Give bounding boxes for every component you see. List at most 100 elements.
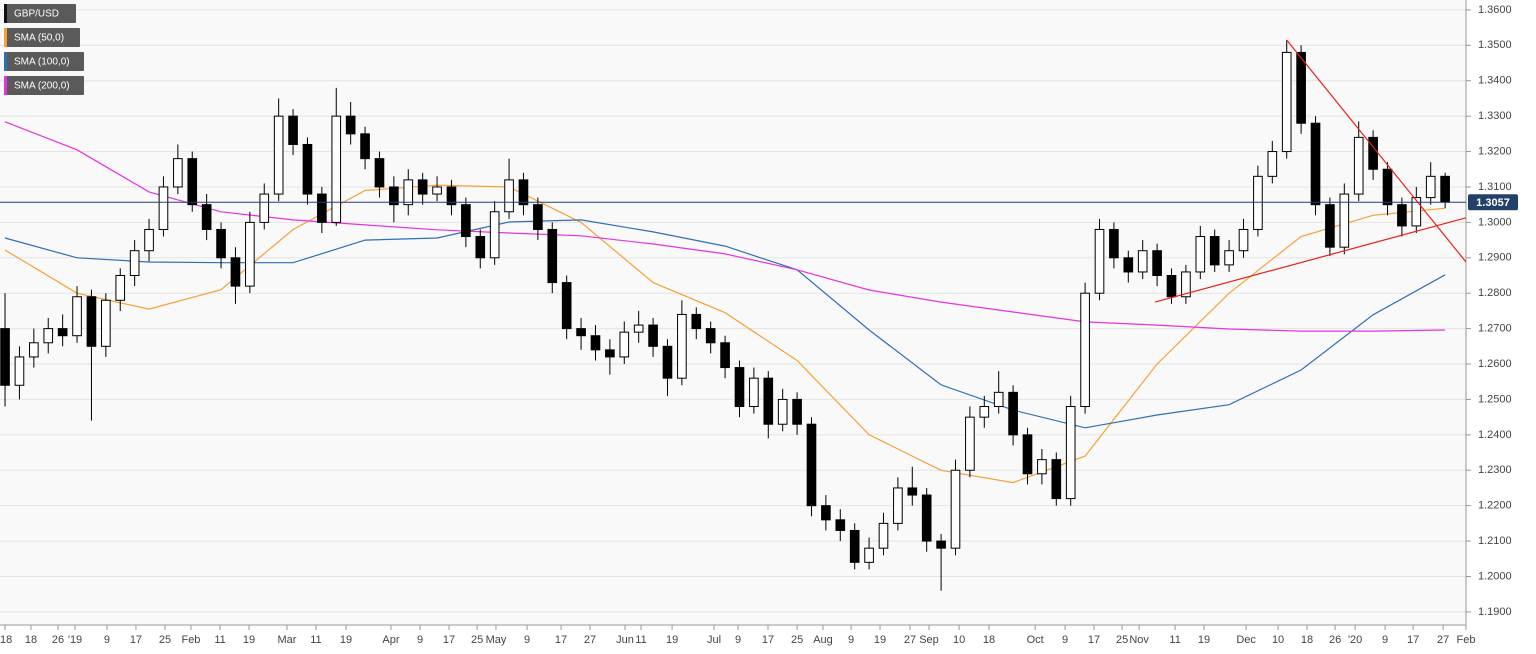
candle-body bbox=[14, 356, 25, 386]
x-tick-label: 17 bbox=[443, 634, 455, 646]
candle-body bbox=[1281, 51, 1292, 153]
legend-swatch bbox=[4, 28, 7, 47]
candle-body bbox=[288, 115, 298, 145]
x-tick-label: 25 bbox=[471, 634, 483, 646]
candle-body bbox=[317, 193, 327, 223]
candle-body bbox=[1440, 175, 1450, 203]
candle-body bbox=[561, 282, 572, 330]
candle-body bbox=[633, 324, 644, 333]
x-tick-label: 19 bbox=[243, 634, 255, 646]
candle-body bbox=[792, 398, 802, 425]
legend-swatch bbox=[4, 52, 7, 71]
x-tick-label: Sep bbox=[919, 634, 939, 646]
candle-body bbox=[331, 115, 342, 223]
candle-body bbox=[432, 186, 442, 195]
candle-body bbox=[345, 115, 356, 135]
y-tick-label: 1.2200 bbox=[1478, 500, 1512, 512]
candle-body bbox=[777, 398, 788, 425]
x-tick-label: Oct bbox=[1027, 634, 1044, 646]
candle-body bbox=[590, 335, 601, 351]
x-tick-label: 17 bbox=[130, 634, 142, 646]
candle-body bbox=[720, 342, 730, 369]
candle-body bbox=[936, 540, 946, 549]
candle-body bbox=[446, 186, 457, 206]
candle-body bbox=[101, 299, 111, 347]
x-tick-label: 17 bbox=[762, 634, 774, 646]
x-tick-label: Mar bbox=[278, 634, 297, 646]
y-tick-label: 1.3000 bbox=[1478, 216, 1512, 228]
y-tick-label: 1.3300 bbox=[1478, 110, 1512, 122]
x-tick-label: 25 bbox=[791, 634, 803, 646]
candle-body bbox=[1310, 122, 1321, 206]
x-tick-label: Jul bbox=[707, 634, 721, 646]
trend-line bbox=[1286, 39, 1466, 263]
candle-body bbox=[907, 487, 918, 496]
legend-box bbox=[4, 76, 84, 95]
candle-body bbox=[201, 204, 212, 230]
candle-body bbox=[1152, 250, 1162, 276]
plot-background bbox=[0, 0, 1466, 625]
x-tick-label: 19 bbox=[874, 634, 886, 646]
candle-body bbox=[245, 221, 255, 287]
x-tick-label: 10 bbox=[953, 634, 965, 646]
candle-body bbox=[749, 377, 759, 408]
x-tick-label: Feb bbox=[1457, 634, 1476, 646]
legend-label: SMA (200,0) bbox=[14, 81, 70, 92]
candle-body bbox=[72, 296, 82, 337]
x-tick-label: 19 bbox=[340, 634, 352, 646]
x-tick-label: 11 bbox=[1169, 634, 1180, 646]
candle-body bbox=[1123, 257, 1134, 273]
candle-body bbox=[1339, 193, 1350, 248]
x-tick-label: 9 bbox=[417, 634, 423, 646]
candle-body bbox=[360, 133, 370, 160]
candle-body bbox=[821, 505, 831, 521]
x-tick-label: 18 bbox=[1301, 634, 1313, 646]
x-tick-label: 25 bbox=[159, 634, 171, 646]
candle-body bbox=[1253, 175, 1263, 230]
candle-body bbox=[1037, 459, 1047, 475]
candle-body bbox=[576, 328, 586, 337]
candle-body bbox=[893, 487, 903, 524]
x-tick-label: Dec bbox=[1236, 634, 1256, 646]
y-tick-label: 1.1900 bbox=[1478, 606, 1512, 618]
legend-label: GBP/USD bbox=[14, 9, 59, 20]
x-tick-label: Aug bbox=[813, 634, 833, 646]
candle-body bbox=[864, 547, 874, 563]
candle-body bbox=[1195, 236, 1206, 273]
candle-body bbox=[763, 377, 774, 425]
candle-body bbox=[1008, 391, 1018, 436]
candle-body bbox=[1109, 228, 1119, 259]
y-tick-label: 1.3400 bbox=[1478, 75, 1512, 87]
last-price-label: 1.3057 bbox=[1476, 197, 1510, 209]
legend-box bbox=[4, 28, 80, 47]
candle-body bbox=[374, 158, 385, 188]
candle-body bbox=[1238, 228, 1249, 252]
x-tick-label: 9 bbox=[524, 634, 530, 646]
candle-body bbox=[57, 328, 68, 337]
candle-body bbox=[691, 313, 702, 330]
candle-body bbox=[1425, 175, 1436, 199]
x-tick-label: Jun bbox=[616, 634, 634, 646]
candle-body bbox=[1325, 204, 1335, 248]
x-tick-label: '19 bbox=[68, 634, 82, 646]
candle-body bbox=[115, 274, 126, 301]
x-tick-label: 27 bbox=[904, 634, 916, 646]
y-tick-label: 1.2700 bbox=[1478, 323, 1512, 335]
x-tick-label: 18 bbox=[25, 634, 37, 646]
candle-body bbox=[230, 257, 241, 287]
candle-body bbox=[1353, 136, 1364, 195]
candle-body bbox=[504, 179, 514, 213]
candle-body bbox=[734, 367, 745, 408]
candle-body bbox=[1166, 274, 1177, 298]
x-tick-label: Apr bbox=[382, 634, 399, 646]
y-tick-label: 1.3100 bbox=[1478, 181, 1512, 193]
candle-body bbox=[302, 143, 313, 195]
candle-body bbox=[489, 211, 500, 259]
candle-body bbox=[273, 115, 284, 195]
x-tick-label: '18 bbox=[0, 634, 12, 646]
x-tick-label: 17 bbox=[1407, 634, 1419, 646]
candle-body bbox=[849, 529, 860, 563]
trend-line bbox=[1154, 217, 1466, 303]
candle-body bbox=[1397, 204, 1407, 227]
y-tick-label: 1.2000 bbox=[1478, 570, 1512, 582]
